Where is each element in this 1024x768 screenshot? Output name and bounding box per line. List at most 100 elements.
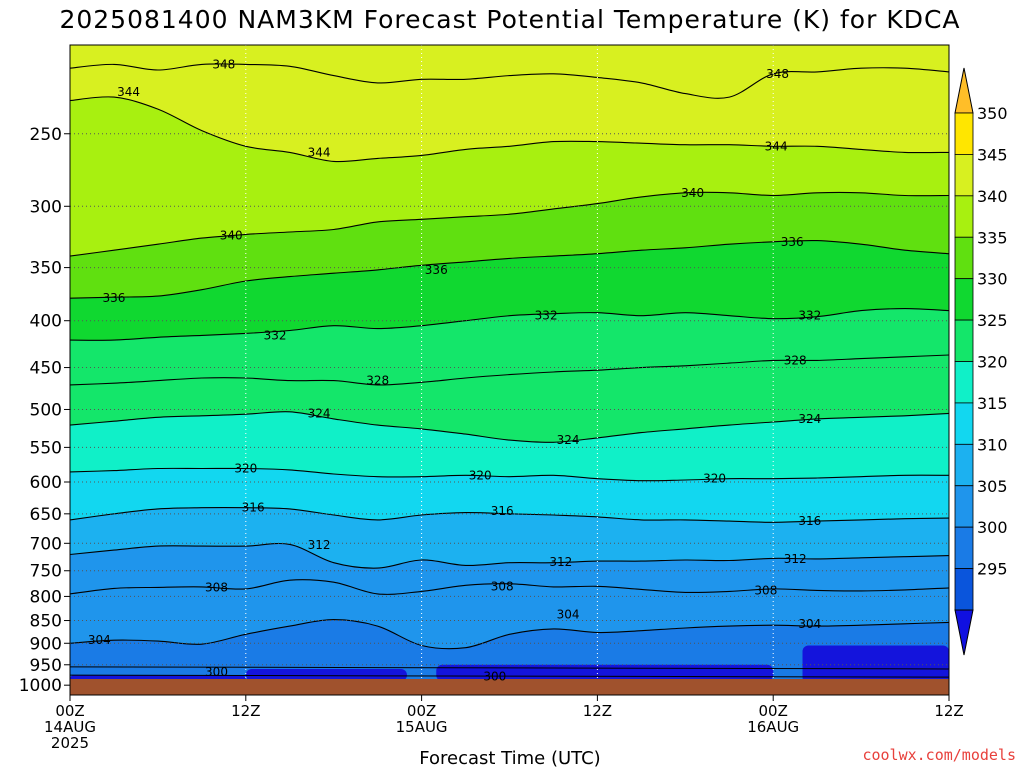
colorbar-tick-label: 295 [977, 560, 1008, 579]
contour-label: 324 [798, 412, 821, 426]
contour-label: 320 [234, 462, 257, 476]
isentrope-320 [70, 467, 949, 482]
colorbar-box [954, 443, 974, 487]
contour-label: 328 [784, 353, 807, 367]
contour-label: 332 [535, 309, 558, 323]
y-tick-label: 750 [30, 562, 62, 582]
colorbar-top-arrow [954, 67, 974, 114]
colorbar: 350 345 340 335 330 325 320 315 310 305 300 295 [954, 67, 1008, 656]
contour-label: 300 [483, 669, 506, 683]
contour-label: 340 [681, 186, 704, 200]
contour-label: 308 [491, 579, 514, 593]
y-tick-label: 1000 [19, 676, 62, 696]
theta-band-low-2 [802, 645, 949, 684]
colorbar-bottom-arrow [954, 609, 974, 656]
isentrope-300-0 [70, 666, 949, 670]
y-axis: 2503003504004505005506006507007508008509… [19, 125, 70, 696]
isentrope-336 [70, 239, 949, 299]
y-tick-label: 650 [30, 505, 62, 525]
isentrope-lines [70, 63, 949, 678]
colorbar-tick-label: 335 [977, 228, 1008, 247]
y-tick-label: 950 [30, 656, 62, 676]
colorbar-box [954, 485, 974, 528]
colorbar-tick-label: 315 [977, 394, 1008, 413]
colorbar-tick-label: 300 [977, 518, 1008, 537]
contour-label: 312 [308, 538, 331, 552]
x-tick-label: 15AUG [396, 718, 448, 736]
theta-band-348 [70, 45, 949, 99]
isentrope-304 [70, 619, 949, 650]
colorbar-tick-label: 350 [977, 104, 1008, 123]
colorbar-box [954, 402, 974, 445]
colorbar-tick-label: 345 [977, 145, 1008, 164]
contour-label: 312 [784, 552, 807, 566]
y-tick-label: 300 [30, 197, 62, 217]
x-tick-label: 00Z [407, 702, 436, 720]
x-tick-label: 12Z [583, 702, 612, 720]
y-tick-label: 350 [30, 259, 62, 279]
colorbar-tick-label: 310 [977, 435, 1008, 454]
contour-label: 308 [205, 580, 228, 594]
isentrope-316 [70, 507, 949, 523]
contour-label: 344 [117, 85, 140, 99]
colorbar-box [954, 236, 974, 280]
y-tick-label: 600 [30, 473, 62, 493]
x-tick-label: 14AUG [44, 718, 96, 736]
contour-label: 340 [220, 229, 243, 243]
x-tick-label: 16AUG [747, 718, 799, 736]
gridlines [69, 45, 950, 695]
contour-label: 332 [264, 328, 287, 342]
contour-label: 348 [766, 67, 789, 81]
colorbar-box [954, 568, 974, 611]
contour-label: 320 [469, 468, 492, 482]
chart-title: 2025081400 NAM3KM Forecast Potential Tem… [59, 5, 960, 34]
y-tick-label: 400 [30, 312, 62, 332]
x-axis-label: Forecast Time (UTC) [419, 748, 600, 768]
contour-label: 316 [491, 504, 514, 518]
plot-frame [69, 44, 950, 696]
colorbar-tick-label: 330 [977, 270, 1008, 289]
y-tick-label: 850 [30, 612, 62, 632]
credit-text: coolwx.com/models [862, 746, 1016, 764]
x-tick-label: 12Z [231, 702, 260, 720]
colorbar-tick-label: 340 [977, 187, 1008, 206]
isentrope-308 [70, 579, 949, 595]
isentrope-324 [70, 411, 949, 443]
contour-labels: 348 348 344 344 344 340 340 336 336 336 332 332 332 3… [88, 57, 821, 683]
colorbar-box [954, 319, 974, 362]
x-tick-label: 00Z [55, 702, 84, 720]
contour-label: 308 [754, 583, 777, 597]
colorbar-box [954, 361, 974, 404]
colorbar-tick-label: 320 [977, 353, 1008, 372]
plot-area: 348 348 344 344 344 340 340 336 336 336 332 332 332 3… [69, 44, 950, 696]
isentrope-340 [70, 191, 949, 257]
isentrope-300-1 [70, 674, 949, 678]
contour-label: 344 [765, 139, 788, 153]
contour-label: 316 [242, 501, 265, 515]
contour-label: 324 [308, 406, 331, 420]
y-tick-label: 800 [30, 587, 62, 607]
contour-label: 304 [88, 633, 111, 647]
contour-label: 324 [557, 433, 580, 447]
colorbar-box [954, 154, 974, 197]
theta-band-low-1 [436, 664, 774, 682]
x-tick-label: 12Z [934, 702, 963, 720]
theta-band-low-0 [245, 668, 407, 682]
isentrope-332 [70, 308, 949, 341]
isentrope-328 [70, 354, 949, 386]
theta-bands [70, 45, 949, 695]
contour-label: 348 [212, 57, 235, 71]
contour-label: 332 [798, 309, 821, 323]
contour-label: 344 [308, 145, 331, 159]
y-tick-label: 900 [30, 634, 62, 654]
y-tick-label: 500 [30, 400, 62, 420]
isentrope-312 [70, 542, 949, 569]
y-tick-label: 450 [30, 359, 62, 379]
contour-label: 320 [703, 472, 726, 486]
colorbar-tick-label: 305 [977, 477, 1008, 496]
contour-label: 300 [205, 665, 228, 679]
colorbar-box [954, 112, 974, 155]
ground-strip [70, 679, 949, 695]
colorbar-tick-label: 325 [977, 311, 1008, 330]
